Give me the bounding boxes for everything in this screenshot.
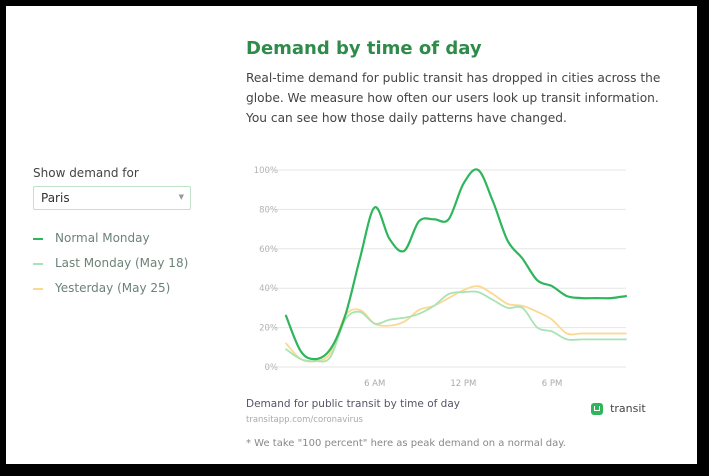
y-tick-label: 0% xyxy=(265,363,279,373)
legend-swatch xyxy=(33,288,43,290)
brand-logo[interactable]: transit xyxy=(591,398,646,417)
y-tick-label: 80% xyxy=(259,205,278,215)
series-line-last-monday-may-18 xyxy=(285,290,627,363)
legend-label: Last Monday (May 18) xyxy=(55,256,189,270)
series-line-normal-monday xyxy=(284,168,628,361)
y-axis-ticks: 0% 20% 40% 60% 80% 100% xyxy=(254,166,278,373)
chevron-down-icon: ▼ xyxy=(178,193,184,201)
footnote: * We take "100 percent" here as peak dem… xyxy=(246,438,566,449)
x-axis-ticks: 6 AM 12 PM 6 PM xyxy=(364,379,562,389)
x-tick-label: 6 AM xyxy=(364,379,385,389)
y-tick-label: 60% xyxy=(259,245,278,255)
show-demand-label: Show demand for xyxy=(33,166,139,180)
y-tick-label: 100% xyxy=(254,166,278,176)
chart-series xyxy=(284,168,628,363)
y-tick-label: 40% xyxy=(259,284,278,294)
source-link[interactable]: transitapp.com/coronavirus xyxy=(246,415,363,425)
y-tick-label: 20% xyxy=(259,324,278,334)
page-frame: Demand by time of day Real-time demand f… xyxy=(6,6,697,464)
x-tick-label: 12 PM xyxy=(450,379,476,389)
brand-name: transit xyxy=(610,402,646,415)
page-title: Demand by time of day xyxy=(246,38,482,59)
legend-label: Normal Monday xyxy=(55,231,150,245)
x-tick-label: 6 PM xyxy=(542,379,563,389)
intro-text: Real-time demand for public transit has … xyxy=(246,71,661,125)
chart-grid xyxy=(266,169,626,368)
chart-caption: Demand for public transit by time of day xyxy=(246,398,460,410)
legend-label: Yesterday (May 25) xyxy=(55,281,171,295)
city-select-value: Paris xyxy=(41,191,70,205)
city-select[interactable]: Paris ▼ xyxy=(33,186,191,210)
legend-swatch xyxy=(33,238,43,240)
transit-logo-icon xyxy=(591,402,603,415)
legend-swatch xyxy=(33,263,43,265)
demand-line-chart: 0% 20% 40% 60% 80% 100% 6 AM 12 PM 6 PM xyxy=(254,166,628,389)
